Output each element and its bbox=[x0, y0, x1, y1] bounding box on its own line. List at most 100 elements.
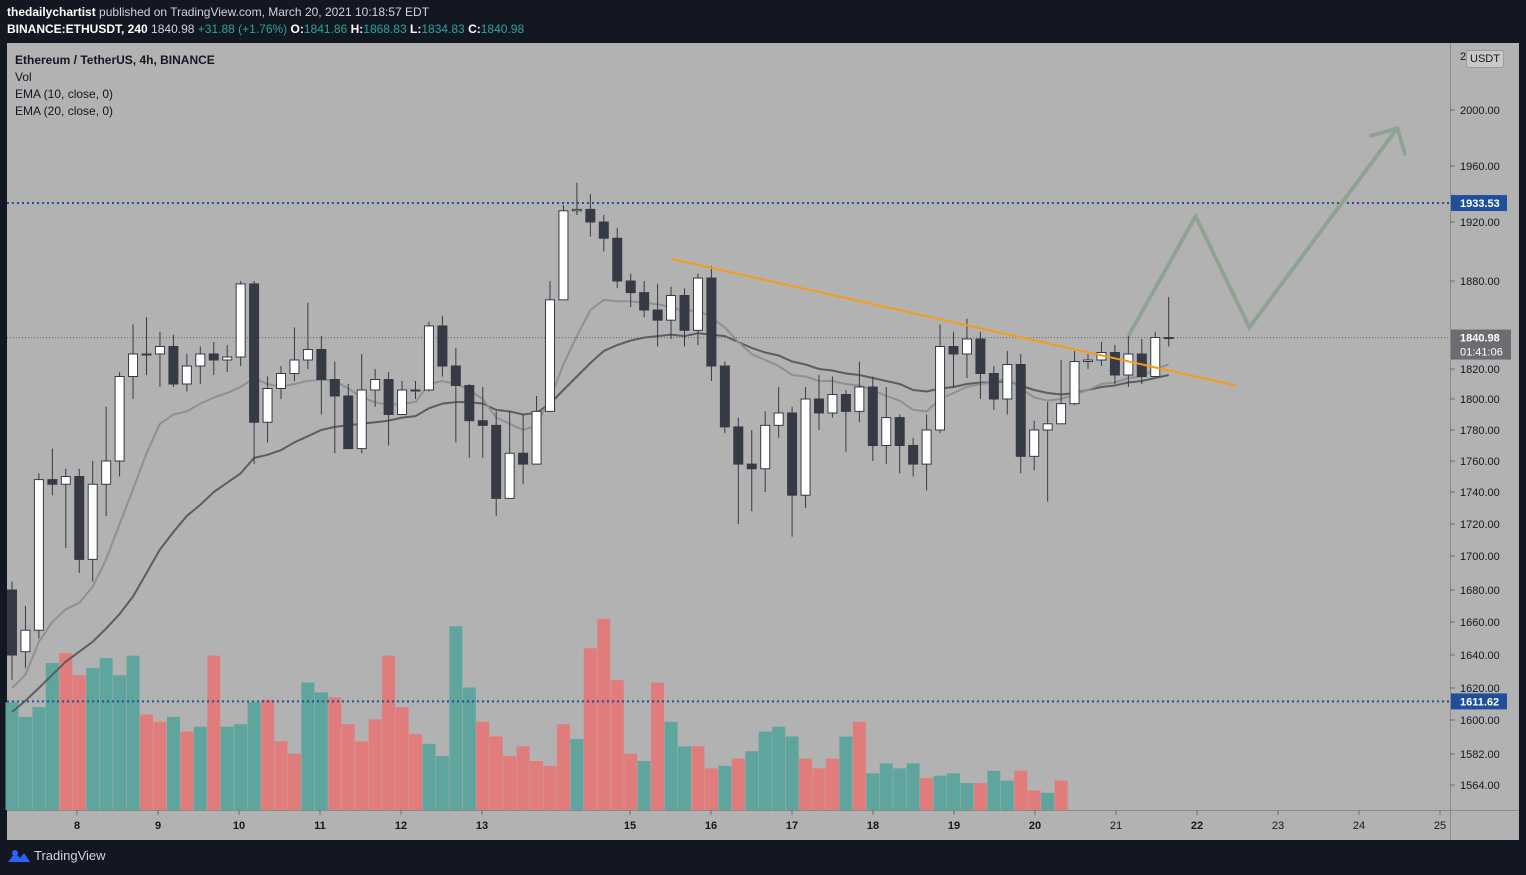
price-tick-label-partial: 2 bbox=[1460, 51, 1466, 63]
candle bbox=[814, 375, 824, 430]
candle-body bbox=[47, 479, 58, 485]
time-axis-panel[interactable] bbox=[7, 810, 1519, 840]
volume-bar bbox=[758, 731, 772, 810]
volume-bar bbox=[355, 741, 369, 810]
candle-body bbox=[262, 388, 273, 423]
volume-bar bbox=[422, 743, 436, 810]
candle-body bbox=[894, 417, 905, 447]
candle-body bbox=[746, 463, 757, 470]
candle-body bbox=[491, 424, 502, 499]
legend-symbol-title[interactable]: Ethereum / TetherUS, 4h, BINANCE bbox=[15, 53, 215, 67]
candle bbox=[666, 286, 677, 339]
candle-body bbox=[961, 338, 972, 355]
volume-bar bbox=[664, 721, 678, 810]
volume-bar bbox=[973, 783, 987, 810]
candle bbox=[87, 461, 98, 582]
author-name[interactable]: thedailychartist bbox=[7, 5, 96, 19]
price-tick-label: 1680.00 bbox=[1460, 585, 1500, 597]
candle-body bbox=[195, 353, 206, 367]
legend-volume[interactable]: Vol bbox=[15, 70, 32, 84]
close-value: 1840.98 bbox=[480, 22, 525, 36]
level-price-label: 1933.53 bbox=[1460, 198, 1500, 210]
low-label: L: bbox=[410, 22, 422, 36]
tradingview-brand[interactable]: TradingView bbox=[34, 848, 106, 863]
volume-bar bbox=[866, 773, 880, 810]
ema20-line bbox=[11, 332, 1169, 713]
candle bbox=[1163, 296, 1174, 347]
price-tick-label: 1564.00 bbox=[1460, 780, 1500, 792]
price-axis-panel[interactable] bbox=[1450, 43, 1519, 810]
symbol-line: BINANCE:ETHUSDT, 240 bbox=[7, 22, 148, 36]
candle-body bbox=[773, 412, 784, 426]
candle bbox=[612, 227, 623, 289]
volume-bar bbox=[570, 738, 584, 810]
candle-body bbox=[881, 417, 892, 447]
currency-button[interactable]: USDT bbox=[1466, 50, 1504, 68]
candle bbox=[787, 406, 798, 537]
candle bbox=[7, 581, 17, 680]
candle-body bbox=[571, 208, 582, 212]
legend-ema20[interactable]: EMA (20, close, 0) bbox=[15, 104, 114, 118]
volume-bar bbox=[435, 756, 449, 810]
candle-body bbox=[625, 280, 636, 294]
open-label: O: bbox=[290, 22, 304, 36]
volume-bar bbox=[987, 770, 1001, 810]
candle bbox=[33, 473, 44, 639]
volume-bar bbox=[1027, 790, 1041, 810]
candle bbox=[477, 387, 488, 458]
candle-body bbox=[181, 365, 192, 385]
price-tick-label: 1780.00 bbox=[1460, 425, 1500, 437]
candle bbox=[760, 411, 771, 492]
legend-ema10[interactable]: EMA (10, close, 0) bbox=[15, 87, 114, 101]
time-tick-label: 24 bbox=[1353, 820, 1365, 832]
volume-bar bbox=[72, 675, 86, 810]
candle-body bbox=[854, 386, 865, 412]
candle bbox=[222, 345, 233, 372]
candle-body bbox=[208, 353, 219, 361]
volume-bar bbox=[247, 702, 261, 810]
ema20-layer bbox=[11, 332, 1169, 713]
candle bbox=[47, 448, 58, 496]
candle bbox=[343, 384, 354, 450]
price-tick-label: 1620.00 bbox=[1460, 683, 1500, 695]
time-tick-label: 21 bbox=[1110, 820, 1122, 832]
candle-body bbox=[787, 412, 798, 496]
candle bbox=[1150, 331, 1161, 377]
candle bbox=[545, 281, 555, 412]
candle-body bbox=[908, 445, 919, 465]
candle-body bbox=[814, 398, 824, 414]
low-value: 1834.83 bbox=[421, 22, 465, 36]
volume-bar bbox=[1041, 792, 1055, 810]
drawings-layer[interactable] bbox=[670, 125, 1408, 387]
candle-body bbox=[518, 452, 529, 465]
tradingview-logo-icon[interactable] bbox=[7, 847, 31, 865]
ohlc-line: BINANCE:ETHUSDT, 240 1840.98 +31.88 (+1.… bbox=[7, 22, 524, 36]
ema10-layer bbox=[11, 298, 1170, 689]
candle bbox=[464, 384, 475, 458]
last-price-badge bbox=[1451, 329, 1511, 360]
candle bbox=[101, 406, 112, 516]
volume-bar bbox=[220, 726, 234, 810]
candle-body bbox=[975, 338, 986, 374]
time-tick-label: 8 bbox=[74, 820, 80, 832]
levels-layer bbox=[7, 202, 1450, 703]
candle-body bbox=[302, 349, 313, 361]
projection-arrowhead bbox=[1368, 125, 1408, 156]
candle bbox=[935, 324, 946, 434]
candle bbox=[840, 390, 851, 452]
candle bbox=[289, 327, 300, 381]
volume-bar bbox=[879, 763, 893, 810]
price-tick-label: 1660.00 bbox=[1460, 617, 1500, 629]
candle bbox=[1056, 360, 1067, 425]
candle-body bbox=[1150, 337, 1161, 377]
candle-body bbox=[477, 420, 488, 426]
time-tick-label: 23 bbox=[1272, 820, 1284, 832]
volume-bar bbox=[489, 736, 503, 810]
volume-bar bbox=[704, 768, 718, 810]
projection-path bbox=[1126, 127, 1399, 338]
price-tick-label: 1920.00 bbox=[1460, 217, 1500, 229]
volume-bar bbox=[745, 751, 759, 810]
candle-body bbox=[666, 295, 677, 321]
candle bbox=[1069, 351, 1080, 406]
